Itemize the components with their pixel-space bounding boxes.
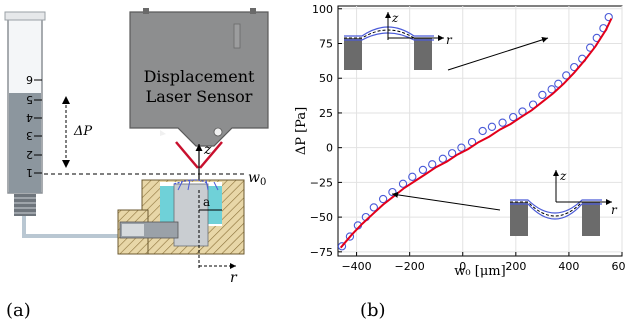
- syringe-mark-6: 6: [26, 73, 33, 86]
- y-tick-label: 100: [312, 3, 333, 16]
- syringe-mark-5: 5: [26, 93, 33, 106]
- data-point: [547, 85, 556, 94]
- panel-a: 6 5 4 3 2 1 ΔP: [4, 8, 269, 321]
- data-point: [509, 112, 518, 122]
- data-point: [478, 126, 487, 136]
- y-tick-label: −75: [310, 246, 333, 259]
- syringe-mark-2: 2: [26, 148, 33, 161]
- x-tick-label: 200: [505, 260, 526, 273]
- x-tick-label: 0: [459, 260, 466, 273]
- data-point: [337, 242, 347, 251]
- y-tick-label: 25: [319, 107, 333, 120]
- y-tick-label: −50: [310, 211, 333, 224]
- panel-b-label: (b): [360, 300, 386, 321]
- inset-bottom: z r: [510, 169, 618, 236]
- y-ticks: −75 −50 −25 0 25 50 75 100: [310, 3, 342, 259]
- laser-beam-out: [199, 141, 223, 169]
- sensor-label-line2: Laser Sensor: [146, 87, 253, 106]
- data-point: [438, 154, 447, 163]
- panel-b: −400 −200 0 200 400 600 −75 −50 −25 0 25 50 75 100 w…: [294, 3, 626, 321]
- data-point: [498, 118, 507, 127]
- y-tick-label: 50: [319, 72, 333, 85]
- y-tick-label: −25: [310, 176, 333, 189]
- delta-p-label: ΔP: [73, 124, 92, 139]
- inset-bottom-r: r: [611, 203, 618, 217]
- inset-bottom-pointer: [391, 191, 501, 211]
- data-point: [538, 90, 547, 100]
- series: [337, 12, 613, 251]
- x-ticks: −400 −200 0 200 400 600: [341, 252, 626, 273]
- x-tick-label: −400: [341, 260, 371, 273]
- panel-a-label: (a): [6, 300, 31, 321]
- data-point: [604, 12, 613, 22]
- z-label: z: [203, 142, 212, 158]
- data-point: [418, 165, 428, 175]
- delta-p-dimension: ΔP: [62, 96, 92, 168]
- y-tick-label: 0: [326, 142, 333, 155]
- y-tick-label: 75: [319, 38, 333, 51]
- syringe-scale: 6 5 4 3 2 1: [26, 73, 42, 179]
- x-tick-label: −200: [395, 260, 425, 273]
- x-axis-label: w₀ [μm]: [454, 264, 505, 279]
- inset-top: z r: [344, 11, 453, 70]
- laser-sensor: Displacement Laser Sensor: [129, 8, 269, 147]
- syringe-mark-4: 4: [26, 111, 33, 124]
- syringe-mark-1: 1: [26, 166, 33, 179]
- y-axis-label: ΔP [Pa]: [294, 107, 309, 155]
- data-point: [487, 122, 497, 131]
- fit-line: [339, 18, 613, 249]
- tube: [22, 216, 120, 238]
- data-point: [428, 160, 437, 169]
- w0-label: w0: [248, 170, 266, 188]
- x-tick-label: 400: [558, 260, 579, 273]
- inset-bottom-z: z: [559, 169, 567, 183]
- radius-label: a: [203, 195, 210, 209]
- syringe: 6 5 4 3 2 1: [4, 11, 120, 238]
- data-point: [378, 194, 388, 204]
- data-point: [398, 179, 408, 188]
- syringe-spring: [14, 194, 36, 216]
- data-point: [457, 143, 466, 152]
- x-tick-label: 600: [612, 260, 626, 273]
- data-point: [345, 232, 355, 241]
- data-point: [369, 203, 378, 212]
- laser-beam-in: [175, 141, 199, 169]
- sensor-label-line1: Displacement: [144, 67, 255, 86]
- grid: [338, 6, 623, 256]
- specimen-holder: a: [117, 179, 245, 255]
- inset-top-pointer: [447, 36, 549, 71]
- syringe-mark-3: 3: [26, 129, 33, 142]
- data-point: [562, 71, 571, 80]
- data-point: [408, 172, 417, 181]
- r-label: r: [230, 270, 238, 286]
- inset-top-z: z: [391, 11, 399, 25]
- data-point: [447, 149, 457, 158]
- inset-top-r: r: [446, 33, 453, 47]
